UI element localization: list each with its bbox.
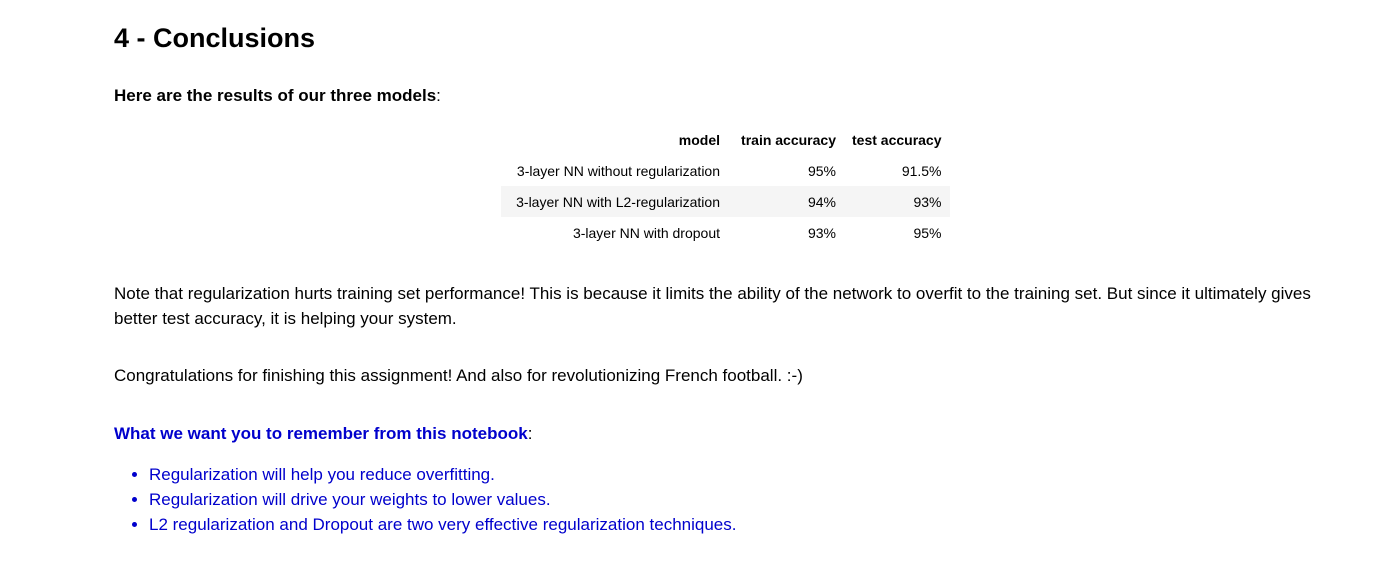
results-intro-colon: : [436,86,441,105]
header-model: model [678,131,720,148]
results-intro-bold: Here are the results of our three models [114,86,437,105]
table-header-row: model train accuracy test accuracy [501,124,950,155]
congratulations-text: Congratulations for finishing this assig… [114,366,803,385]
results-table: model train accuracy test accuracy 3-lay… [501,124,950,248]
remember-heading: What we want you to remember from this n… [114,421,532,446]
list-item: L2 regularization and Dropout are two ve… [149,512,736,537]
cell-test-accuracy: 95% [913,224,942,241]
cell-train-accuracy: 94% [807,193,836,210]
list-item: Regularization will drive your weights t… [149,487,736,512]
results-intro: Here are the results of our three models… [114,85,441,107]
takeaways-list: Regularization will help you reduce over… [114,462,736,537]
section-heading: 4 - Conclusions [114,23,316,53]
cell-train-accuracy: 93% [807,224,836,241]
table-row: 3-layer NN without regularization 95% 91… [501,155,950,186]
cell-model: 3-layer NN with dropout [572,224,720,241]
cell-train-accuracy: 95% [807,162,836,179]
table-row: 3-layer NN with L2-regularization 94% 93… [501,186,950,217]
remember-heading-bold: What we want you to remember from this n… [114,424,528,443]
regularization-note: Note that regularization hurts training … [114,284,1311,328]
cell-model: 3-layer NN with L2-regularization [516,193,720,210]
cell-test-accuracy: 91.5% [901,162,942,179]
remember-heading-colon: : [527,424,533,443]
list-item: Regularization will help you reduce over… [149,462,736,487]
header-train-accuracy: train accuracy [741,131,836,148]
table-row: 3-layer NN with dropout 93% 95% [501,217,950,248]
cell-model: 3-layer NN without regularization [516,162,720,179]
cell-test-accuracy: 93% [913,193,942,210]
header-test-accuracy: test accuracy [852,131,942,148]
